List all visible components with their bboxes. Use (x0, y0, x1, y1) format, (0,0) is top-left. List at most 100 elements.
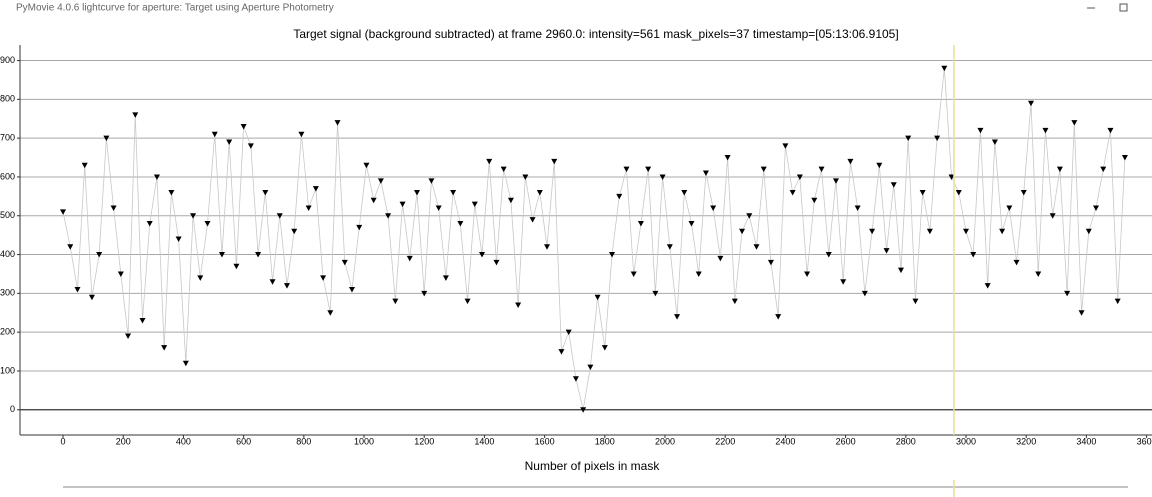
data-point (262, 189, 269, 196)
data-point (717, 255, 724, 262)
data-point (175, 236, 182, 243)
x-tick-label: 3400 (1076, 436, 1096, 446)
data-point (637, 221, 644, 227)
data-point (291, 228, 298, 235)
data-point (377, 178, 384, 184)
data-point (110, 205, 117, 211)
data-point (919, 189, 926, 196)
data-point (1100, 166, 1107, 173)
data-point (341, 259, 348, 266)
data-point (182, 360, 189, 367)
data-point (746, 213, 753, 219)
data-point (283, 283, 290, 289)
x-tick-label: 2000 (655, 436, 675, 446)
data-point (941, 65, 948, 72)
data-point (1064, 290, 1071, 297)
data-point (1093, 205, 1100, 211)
x-tick-label: 1400 (474, 436, 494, 446)
data-point (753, 244, 760, 250)
data-point (702, 170, 709, 177)
x-tick-label: 1000 (354, 436, 374, 446)
data-point (695, 271, 702, 277)
data-point (666, 244, 673, 250)
data-point (623, 166, 630, 173)
y-tick-label: 800 (0, 94, 15, 104)
y-tick-label: 400 (0, 249, 15, 259)
x-tick-label: 3600 (1137, 436, 1152, 446)
window-title: PyMovie 4.0.6 lightcurve for aperture: T… (16, 3, 334, 14)
data-point (955, 189, 962, 196)
x-tick-label: 600 (236, 436, 251, 446)
x-tick-label: 2400 (775, 436, 795, 446)
data-point (558, 349, 565, 355)
data-point (153, 174, 160, 180)
x-tick-label: 800 (296, 436, 311, 446)
data-point (861, 290, 868, 297)
data-point (601, 345, 608, 351)
data-point (580, 407, 587, 413)
data-point (139, 318, 146, 324)
data-point (442, 275, 449, 281)
restore-button[interactable] (1119, 3, 1128, 12)
data-point (276, 213, 283, 219)
data-point (789, 189, 796, 196)
data-point (1020, 189, 1027, 196)
data-point (96, 252, 103, 258)
data-point (811, 197, 818, 204)
data-point (674, 314, 681, 320)
x-tick-label: 3000 (956, 436, 976, 446)
data-point (218, 252, 225, 258)
title-bar (0, 0, 1152, 18)
data-point (146, 221, 153, 227)
data-point (767, 259, 774, 266)
data-point (804, 271, 811, 277)
data-point (876, 162, 883, 169)
data-point (587, 364, 594, 371)
data-point (320, 275, 327, 281)
x-tick-label: 1800 (595, 436, 615, 446)
data-point (934, 135, 941, 142)
x-tick-label: 1200 (414, 436, 434, 446)
data-point (298, 131, 305, 138)
data-point (1085, 228, 1092, 235)
x-tick-label: 200 (116, 436, 131, 446)
x-tick-label: 2200 (715, 436, 735, 446)
data-point (544, 244, 551, 250)
data-point (681, 189, 688, 196)
data-point (572, 376, 579, 382)
data-point (869, 228, 876, 235)
y-tick-label: 600 (0, 171, 15, 181)
data-point (240, 123, 247, 130)
data-point (327, 310, 334, 316)
data-point (536, 189, 543, 196)
x-tick-label: 3200 (1016, 436, 1036, 446)
data-point (977, 127, 984, 134)
connecting-line (62, 68, 1126, 410)
data-point (305, 205, 312, 211)
data-point (406, 255, 413, 262)
data-point (832, 178, 839, 184)
data-point (652, 290, 659, 297)
data-point (370, 197, 377, 204)
data-point (103, 135, 110, 142)
data-point (724, 155, 731, 161)
data-point (739, 228, 746, 235)
data-point (825, 252, 832, 258)
data-point (269, 279, 276, 285)
data-point (60, 209, 67, 215)
data-point (1056, 166, 1063, 173)
data-point (356, 224, 363, 231)
data-point (190, 213, 197, 219)
data-point (226, 139, 233, 146)
data-point (457, 221, 464, 227)
data-point (760, 166, 767, 173)
data-point (204, 221, 211, 227)
x-tick-label: 1600 (535, 436, 555, 446)
data-point (247, 143, 254, 149)
data-point (840, 279, 847, 285)
data-point (847, 158, 854, 165)
data-point (522, 174, 529, 180)
x-tick-label: 400 (176, 436, 191, 446)
data-point (515, 302, 522, 308)
